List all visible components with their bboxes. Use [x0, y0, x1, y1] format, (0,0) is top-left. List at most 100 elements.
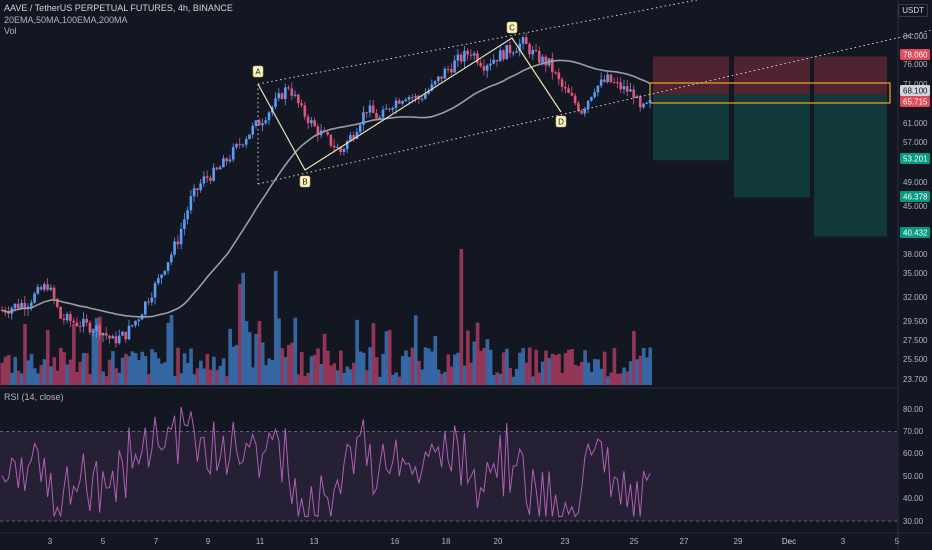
volume-bar — [140, 351, 145, 385]
time-tick-label: 16 — [391, 537, 400, 546]
candle-body — [209, 177, 212, 181]
candle-body — [482, 66, 486, 71]
volume-bar — [456, 352, 460, 385]
volume-bar — [469, 362, 473, 385]
pattern-point-label: C — [509, 24, 515, 33]
volume-bar — [85, 353, 89, 385]
candle-body — [430, 84, 434, 91]
candle-body — [75, 322, 79, 327]
volume-bar — [267, 358, 272, 385]
volume-bar — [482, 347, 486, 385]
price-tick-label: 23.700 — [903, 375, 928, 384]
candle-body — [241, 144, 245, 146]
volume-bar — [404, 350, 408, 385]
volume-bar — [579, 361, 584, 385]
volume-bar — [130, 351, 135, 385]
candle-body — [635, 96, 639, 98]
symbol-title[interactable]: AAVE / TetherUS PERPETUAL FUTURES, 4h, B… — [4, 3, 233, 13]
candle-body — [469, 54, 473, 56]
candle-body — [453, 60, 456, 73]
volume-bar — [387, 329, 392, 385]
candle-body — [283, 87, 287, 99]
candle-body — [401, 101, 404, 104]
currency-unit[interactable]: USDT — [898, 4, 928, 17]
candle-body — [290, 88, 294, 96]
volume-bar — [557, 353, 561, 385]
volume-bar — [391, 374, 395, 385]
volume-bar — [540, 361, 545, 385]
candle-body — [466, 50, 469, 55]
volume-bar — [6, 355, 11, 385]
indicator-legend[interactable]: 20EMA,50MA,100EMA,200MA — [4, 15, 128, 25]
price-tick-label: 45.000 — [903, 202, 928, 211]
candle-body — [264, 120, 268, 124]
volume-bar — [231, 346, 236, 385]
volume-bar — [560, 372, 565, 385]
candle-body — [485, 65, 489, 71]
volume-bar — [573, 364, 578, 385]
volume-bar — [550, 353, 555, 385]
volume-bar — [104, 376, 109, 385]
volume-legend[interactable]: Vol — [4, 26, 17, 36]
candle-body — [534, 49, 538, 51]
candle-body — [196, 188, 199, 191]
candle-body — [215, 167, 219, 170]
volume-bar — [524, 362, 529, 385]
volume-bar — [163, 362, 167, 385]
volume-bar — [648, 347, 653, 385]
candle-body — [603, 79, 606, 82]
time-tick-label: 3 — [841, 537, 846, 546]
rsi-tick-label: 70.00 — [903, 427, 924, 436]
volume-bar — [527, 347, 532, 385]
volume-bar — [615, 373, 620, 385]
volume-bar — [280, 348, 285, 385]
volume-bar — [185, 362, 190, 385]
candle-body — [384, 108, 388, 110]
candle-body — [183, 219, 186, 230]
candle-body — [310, 120, 313, 124]
candle-body — [274, 98, 277, 107]
volume-bar — [439, 373, 444, 385]
candle-body — [459, 54, 463, 62]
volume-bar — [179, 373, 184, 385]
time-tick-label: 18 — [442, 537, 451, 546]
volume-bar — [120, 357, 125, 385]
volume-bar — [423, 347, 428, 385]
candle-body — [557, 72, 561, 80]
candle-body — [179, 229, 183, 245]
volume-bar — [492, 374, 496, 385]
candle-body — [378, 117, 382, 119]
candle-body — [593, 92, 596, 97]
candle-body — [489, 63, 492, 66]
channel-lower-line — [257, 29, 932, 185]
candle-body — [39, 287, 43, 290]
candle-body — [450, 68, 453, 73]
volume-bar — [270, 360, 275, 385]
candle-body — [632, 89, 636, 98]
channel-drawings[interactable]: A B C D — [252, 0, 932, 188]
volume-bar — [339, 350, 343, 385]
volume-bar — [254, 333, 259, 385]
candle-body — [599, 79, 603, 86]
candle-body — [336, 147, 339, 149]
candle-body — [65, 314, 69, 321]
volume-bar — [68, 359, 73, 385]
volume-bar — [127, 356, 132, 385]
rsi-legend[interactable]: RSI (14, close) — [4, 392, 64, 402]
candle-body — [573, 95, 577, 104]
candle-body — [160, 274, 163, 279]
volume-bar — [244, 321, 249, 385]
volume-bar — [172, 375, 177, 385]
candle-body — [293, 94, 297, 96]
price-tick-label: 29.500 — [903, 317, 928, 326]
moving-average — [1, 59, 651, 318]
time-tick-label: 13 — [310, 537, 319, 546]
candle-body — [531, 49, 535, 55]
candle-body — [619, 82, 622, 90]
volume-bar — [410, 347, 415, 385]
rsi-tick-label: 30.00 — [903, 517, 924, 526]
price-badge-label: 68.100 — [903, 87, 928, 96]
candle-body — [537, 50, 541, 63]
volume-bar — [143, 355, 148, 385]
